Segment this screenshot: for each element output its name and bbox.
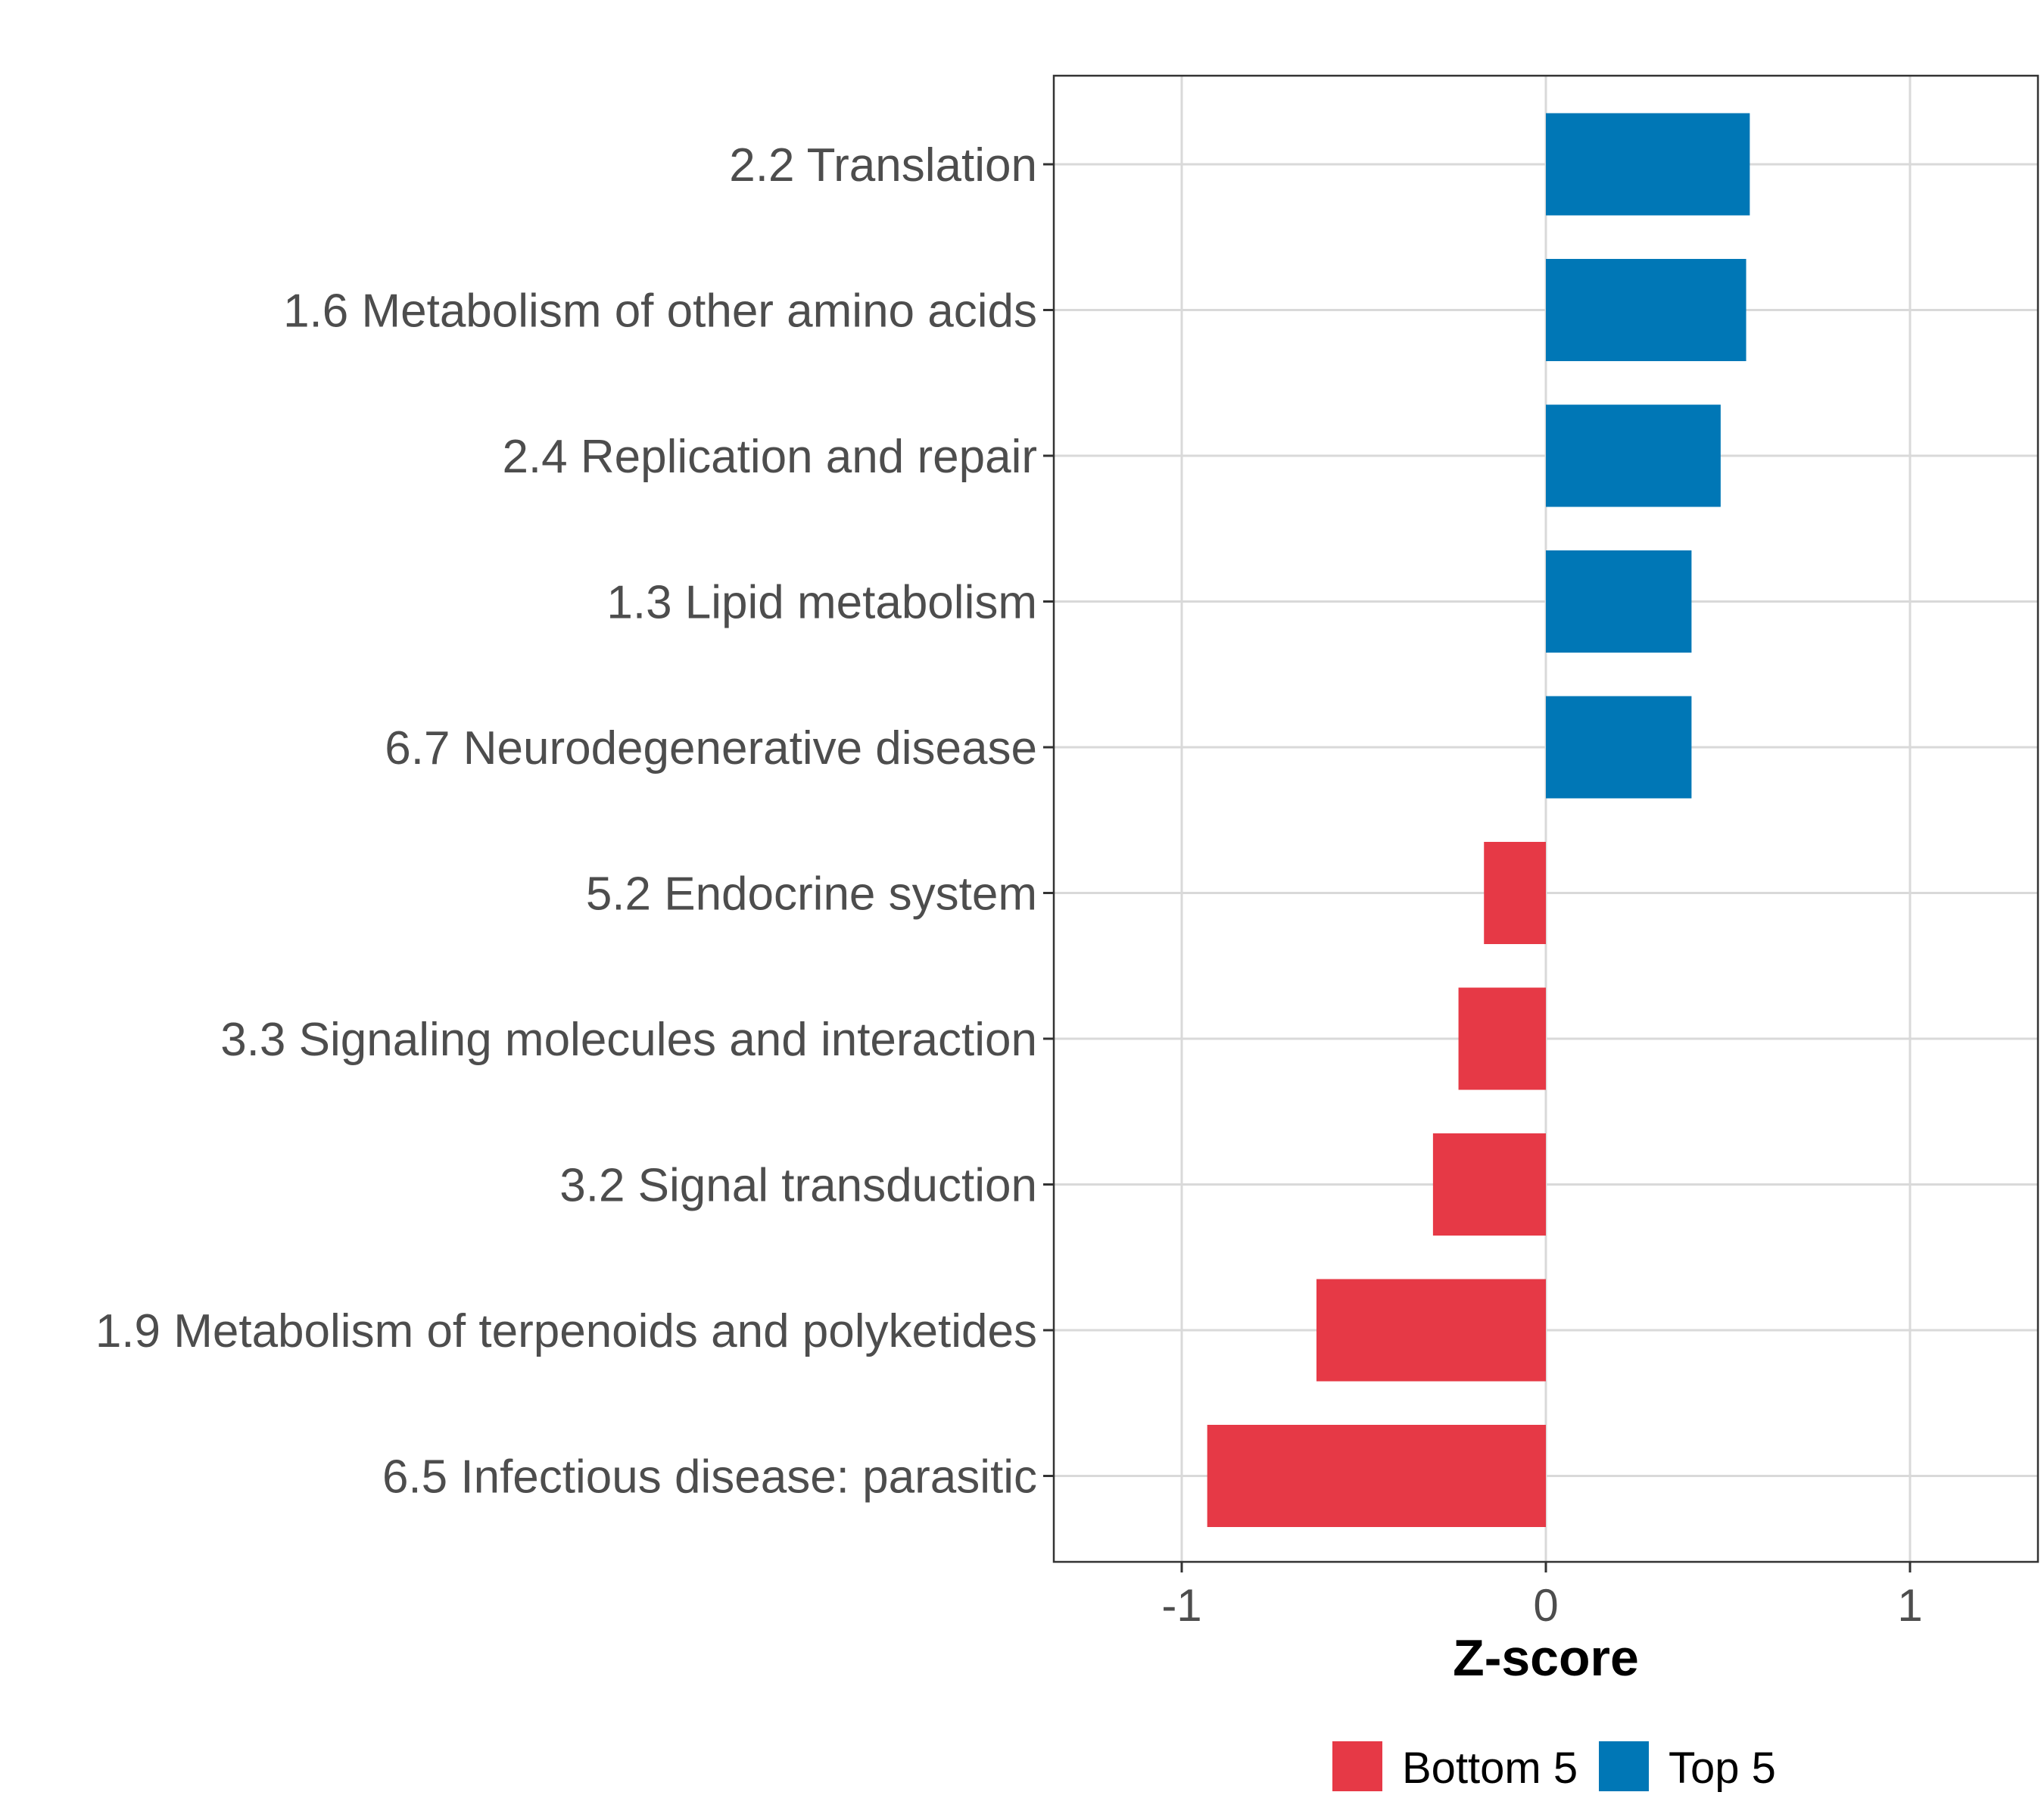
x-axis: -1 0 1	[1161, 1562, 1923, 1631]
legend-swatch-bottom-5	[1332, 1741, 1382, 1791]
bar-1-9-metabolism-of-terpenoids-and-polyketides	[1316, 1279, 1546, 1382]
y-tick-label-2-2-translation: 2.2 Translation	[729, 139, 1037, 192]
bar-1-6-metabolism-of-other-amino-acids	[1546, 259, 1746, 361]
bars	[1207, 113, 1750, 1527]
legend-label-top-5: Top 5	[1669, 1744, 1776, 1793]
y-tick-label-5-2-endocrine-system: 5.2 Endocrine system	[586, 868, 1037, 921]
y-tick-label-1-3-lipid-metabolism: 1.3 Lipid metabolism	[606, 577, 1037, 629]
bar-5-2-endocrine-system	[1484, 842, 1546, 944]
bar-3-2-signal-transduction	[1432, 1133, 1546, 1236]
bar-6-5-infectious-disease-parasitic	[1207, 1425, 1546, 1527]
x-tick-label-0: 0	[1533, 1580, 1558, 1631]
y-tick-label-1-9-metabolism-of-terpenoids-and-polyketides: 1.9 Metabolism of terpenoids and polyket…	[95, 1305, 1037, 1357]
bar-6-7-neurodegenerative-disease	[1546, 696, 1692, 799]
legend-swatch-top-5	[1599, 1741, 1649, 1791]
y-tick-label-3-3-signaling-molecules-and-interaction: 3.3 Signaling molecules and interaction	[220, 1014, 1037, 1066]
bar-3-3-signaling-molecules-and-interaction	[1458, 987, 1546, 1090]
y-tick-label-1-6-metabolism-of-other-amino-acids: 1.6 Metabolism of other amino acids	[283, 285, 1037, 338]
y-tick-label-2-4-replication-and-repair: 2.4 Replication and repair	[502, 431, 1037, 483]
x-tick-label-1: -1	[1161, 1580, 1201, 1631]
y-tick-label-6-7-neurodegenerative-disease: 6.7 Neurodegenerative disease	[385, 722, 1037, 774]
legend-label-bottom-5: Bottom 5	[1402, 1744, 1578, 1793]
legend: Bottom 5 Top 5	[1332, 1741, 1776, 1793]
bar-2-4-replication-and-repair	[1546, 404, 1721, 507]
x-axis-title: Z-score	[1453, 1629, 1639, 1687]
bar-1-3-lipid-metabolism	[1546, 550, 1692, 653]
y-tick-label-6-5-infectious-disease-parasitic: 6.5 Infectious disease: parasitic	[382, 1451, 1037, 1504]
y-axis: 2.2 Translation 1.6 Metabolism of other a…	[95, 139, 1054, 1504]
bar-2-2-translation	[1546, 113, 1750, 216]
y-tick-label-3-2-signal-transduction: 3.2 Signal transduction	[559, 1160, 1037, 1212]
x-tick-label-1: 1	[1897, 1580, 1922, 1631]
